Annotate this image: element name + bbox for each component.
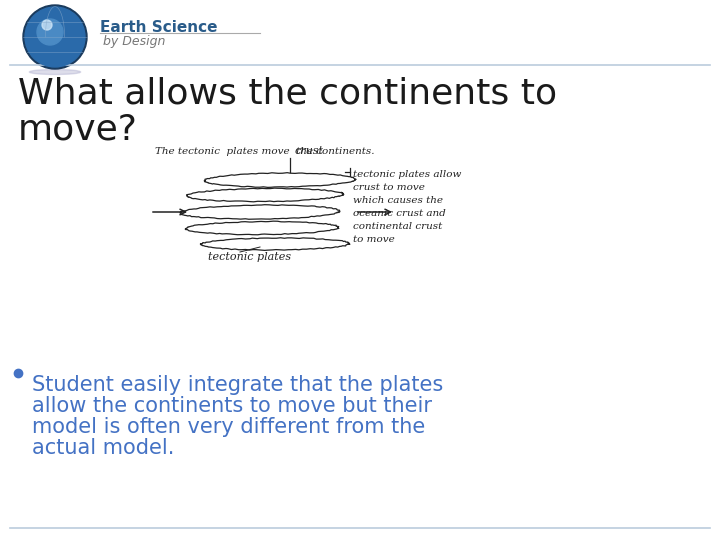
Text: crust to move: crust to move <box>353 183 425 192</box>
Text: continental crust: continental crust <box>353 222 442 231</box>
Polygon shape <box>204 173 356 187</box>
Text: by Design: by Design <box>103 36 166 49</box>
Polygon shape <box>186 188 343 202</box>
Text: move?: move? <box>18 113 138 147</box>
Polygon shape <box>200 238 350 251</box>
Text: Student easily integrate that the plates: Student easily integrate that the plates <box>32 375 444 395</box>
Text: model is often very different from the: model is often very different from the <box>32 417 426 437</box>
Ellipse shape <box>30 70 81 75</box>
Text: The tectonic  plates move  the continents.: The tectonic plates move the continents. <box>155 147 374 156</box>
Text: oceanic crust and: oceanic crust and <box>353 209 446 218</box>
Polygon shape <box>180 205 340 219</box>
Text: Earth Science: Earth Science <box>100 19 217 35</box>
Circle shape <box>25 7 85 67</box>
Text: tectonic plates: tectonic plates <box>208 252 292 262</box>
Text: tectonic plates allow: tectonic plates allow <box>353 170 462 179</box>
Text: crust: crust <box>295 146 324 156</box>
Text: actual model.: actual model. <box>32 438 174 458</box>
Text: allow the continents to move but their: allow the continents to move but their <box>32 396 432 416</box>
Text: What allows the continents to: What allows the continents to <box>18 77 557 111</box>
Circle shape <box>42 20 52 30</box>
Text: to move: to move <box>353 235 395 244</box>
Circle shape <box>23 5 87 69</box>
Polygon shape <box>185 221 338 235</box>
Text: which causes the: which causes the <box>353 196 443 205</box>
Circle shape <box>37 19 63 45</box>
